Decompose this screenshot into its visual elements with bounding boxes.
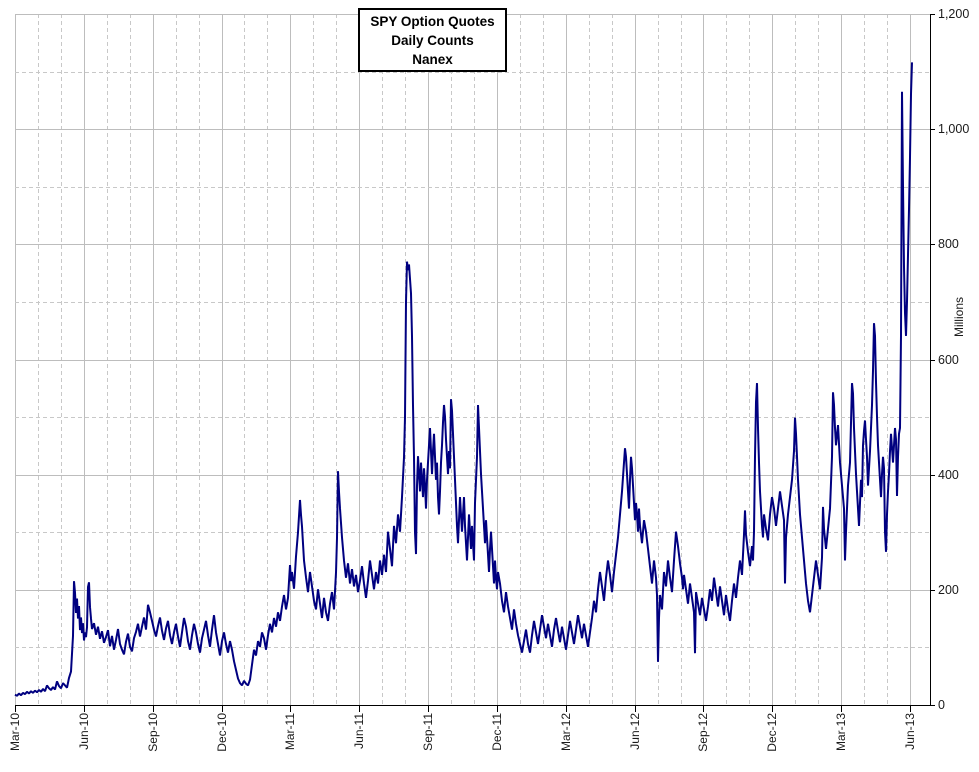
x-tick-label: Jun-11: [352, 713, 366, 749]
x-tick-label: Jun-13: [903, 713, 917, 750]
y-tick-label: 800: [938, 237, 959, 251]
x-tick-label: Dec-11: [490, 713, 504, 751]
y-axis-title: Millions: [952, 297, 966, 338]
y-tick-label: 200: [938, 583, 959, 597]
x-tick-label: Jun-10: [77, 713, 91, 750]
x-tick-label: Mar-13: [834, 713, 848, 752]
y-tick-label: 0: [938, 698, 945, 712]
y-tick-label: 400: [938, 468, 959, 482]
x-tick-label: Mar-12: [559, 713, 573, 752]
data-series-line: [14, 62, 913, 697]
y-tick-label: 600: [938, 353, 959, 367]
x-tick-label: Jun-12: [628, 713, 642, 750]
x-tick-label: Dec-10: [215, 713, 229, 752]
y-tick-label: 1,200: [938, 7, 970, 21]
x-tick-label: Sep-10: [146, 713, 160, 752]
x-tick-label: Mar-10: [8, 713, 22, 752]
chart-title-box: SPY Option Quotes Daily Counts Nanex: [358, 8, 507, 72]
y-tick-label: 1,000: [938, 122, 970, 136]
x-tick-label: Mar-11: [283, 713, 297, 751]
x-tick-label: Dec-12: [765, 713, 779, 752]
x-tick-label: Sep-12: [696, 713, 710, 752]
x-tick-label: Sep-11: [421, 713, 435, 751]
chart-title-line-2: Daily Counts: [391, 32, 474, 48]
chart-title-line-1: SPY Option Quotes: [370, 13, 495, 29]
chart-title-line-3: Nanex: [412, 51, 453, 67]
